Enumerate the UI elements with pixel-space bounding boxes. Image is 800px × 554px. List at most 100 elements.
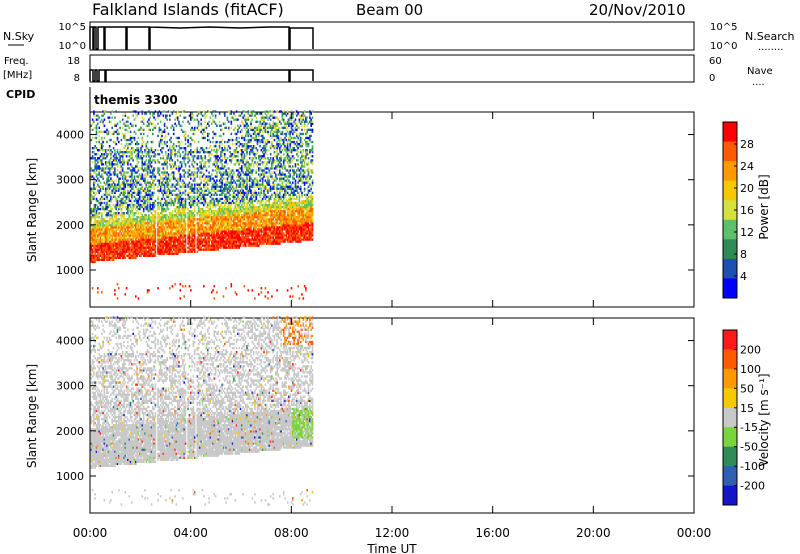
range-time-cell <box>124 195 127 199</box>
range-time-cell <box>197 167 200 170</box>
range-time-cell <box>193 230 196 233</box>
range-time-cell <box>141 214 144 217</box>
range-time-cell <box>248 132 251 136</box>
range-time-cell <box>254 181 256 184</box>
range-time-cell <box>180 124 183 127</box>
range-time-cell <box>128 244 131 247</box>
range-time-cell <box>191 240 193 243</box>
range-time-cell <box>166 246 169 249</box>
range-time-cell <box>141 142 144 146</box>
range-time-cell <box>146 171 149 174</box>
range-time-cell <box>120 171 123 174</box>
range-time-cell <box>120 169 123 172</box>
range-time-cell <box>209 151 212 154</box>
range-time-cell <box>120 242 123 245</box>
range-time-cell <box>158 130 161 134</box>
range-time-cell <box>175 218 178 221</box>
range-time-cell <box>104 151 107 154</box>
range-time-cell <box>251 114 254 117</box>
range-time-cell <box>114 124 116 127</box>
range-time-cell <box>108 248 111 251</box>
range-time-cell <box>226 214 229 217</box>
range-time-cell <box>91 240 94 243</box>
range-time-cell <box>148 181 150 184</box>
range-time-cell <box>229 242 231 245</box>
range-time-cell <box>213 230 216 233</box>
range-time-cell <box>141 205 144 209</box>
range-time-cell <box>242 177 244 180</box>
range-time-cell <box>179 244 182 247</box>
range-time-cell <box>231 212 234 215</box>
range-time-cell <box>229 183 231 186</box>
range-time-cell <box>179 238 182 241</box>
range-time-cell <box>154 149 157 152</box>
range-time-cell <box>101 185 103 188</box>
range-time-cell <box>138 238 141 241</box>
range-time-cell <box>123 161 125 164</box>
range-time-cell <box>243 179 246 182</box>
range-time-cell <box>124 175 127 178</box>
range-time-cell <box>176 238 179 241</box>
range-time-cell <box>229 210 231 213</box>
range-time-cell <box>166 140 169 144</box>
range-time-cell <box>140 167 142 170</box>
range-time-cell <box>103 220 106 223</box>
range-time-cell <box>159 234 162 237</box>
range-time-cell <box>118 224 120 227</box>
range-time-cell <box>148 216 150 219</box>
range-time-cell <box>188 197 191 201</box>
range-time-cell <box>129 138 132 142</box>
range-time-cell <box>145 199 148 203</box>
range-time-cell <box>180 226 183 229</box>
range-time-cell <box>140 126 142 130</box>
range-time-cell <box>158 250 161 253</box>
range-time-cell <box>110 252 112 255</box>
range-time-cell <box>97 179 99 182</box>
range-time-cell <box>197 155 200 158</box>
range-time-cell <box>162 214 165 217</box>
range-time-cell <box>154 110 157 113</box>
range-time-cell <box>184 157 187 160</box>
range-time-cell <box>247 224 250 227</box>
range-time-cell <box>192 234 195 237</box>
range-time-cell <box>161 157 163 160</box>
range-time-cell <box>142 207 145 211</box>
range-time-cell <box>112 195 115 199</box>
range-time-cell <box>166 191 169 195</box>
range-time-cell <box>226 179 229 182</box>
range-time-cell <box>154 155 157 158</box>
range-time-cell <box>111 234 114 237</box>
range-time-cell <box>146 151 149 154</box>
range-time-cell <box>110 173 112 176</box>
range-time-cell <box>229 246 231 249</box>
range-time-cell <box>108 173 111 176</box>
range-time-cell <box>250 145 252 148</box>
range-time-cell <box>149 128 152 132</box>
range-time-cell <box>102 175 104 178</box>
range-time-cell <box>208 201 210 205</box>
range-time-cell <box>205 161 208 164</box>
range-time-cell <box>238 218 241 221</box>
range-time-cell <box>231 228 234 231</box>
range-time-cell <box>138 218 141 221</box>
range-time-cell <box>125 254 128 257</box>
range-time-cell <box>239 238 242 241</box>
range-time-cell <box>213 240 216 243</box>
range-time-cell <box>247 191 250 195</box>
freq-label-bottom: [MHz] <box>3 70 32 81</box>
range-time-cell <box>248 151 251 154</box>
range-time-cell <box>246 142 248 146</box>
range-time-cell <box>136 240 138 243</box>
range-time-cell <box>158 140 161 144</box>
range-time-cell <box>166 240 169 243</box>
range-time-cell <box>234 189 237 192</box>
range-time-cell <box>224 193 226 197</box>
range-time-cell <box>205 222 208 225</box>
range-time-cell <box>225 169 227 172</box>
range-time-cell <box>174 161 176 164</box>
range-time-cell <box>216 197 218 201</box>
range-time-cell <box>210 220 213 223</box>
range-time-cell <box>191 250 193 253</box>
range-time-cell <box>95 203 98 207</box>
range-time-cell <box>200 226 203 229</box>
